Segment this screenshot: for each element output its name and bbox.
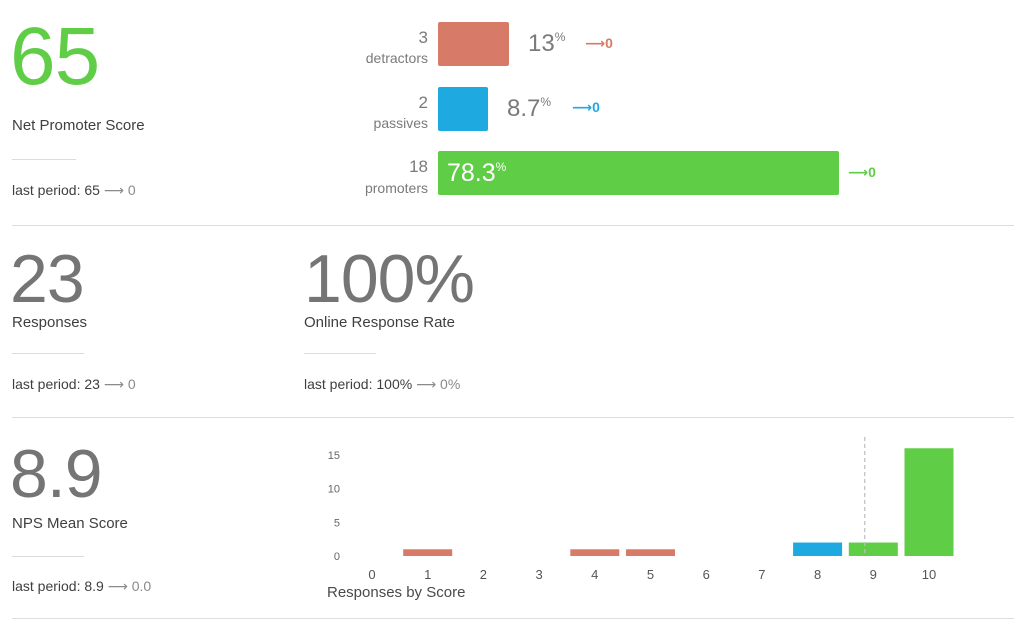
promoters-label: promoters bbox=[364, 180, 428, 196]
mean-score-last-period-change: 0.0 bbox=[131, 578, 152, 594]
detractors-percent-unit: % bbox=[554, 30, 566, 44]
arrow-right-icon: ⟶ bbox=[585, 35, 606, 51]
promoters-delta-value: 0 bbox=[868, 164, 876, 180]
section-divider bbox=[12, 618, 1014, 619]
arrow-right-icon: ⟶ bbox=[848, 164, 869, 180]
mean-score-label: NPS Mean Score bbox=[12, 515, 128, 532]
nps-last-period-text: last period: 65 bbox=[12, 182, 100, 198]
responses-last-period-change: 0 bbox=[127, 376, 136, 392]
bar-score-10 bbox=[904, 448, 954, 556]
online-rate-last-period: last period: 100% ⟶ 0% bbox=[304, 376, 460, 393]
bar-score-1 bbox=[403, 549, 453, 556]
passives-percent-unit: % bbox=[540, 95, 552, 109]
y-tick-label: 0 bbox=[334, 551, 340, 563]
detractors-delta: ⟶0 bbox=[585, 35, 613, 52]
y-tick-label: 10 bbox=[328, 484, 340, 496]
x-tick-label: 7 bbox=[758, 567, 765, 582]
passives-delta: ⟶0 bbox=[572, 99, 600, 116]
x-tick-label: 5 bbox=[647, 567, 654, 582]
responses-divider bbox=[12, 353, 84, 354]
promoters-percent-value: 78.3 bbox=[447, 159, 496, 187]
y-tick-label: 15 bbox=[328, 450, 340, 462]
detractors-percent-value: 13 bbox=[528, 30, 555, 57]
responses-last-period: last period: 23 ⟶ 0 bbox=[12, 376, 136, 393]
mean-score-last-period-text: last period: 8.9 bbox=[12, 578, 104, 594]
mean-score-last-period: last period: 8.9 ⟶ 0.0 bbox=[12, 578, 151, 595]
detractors-delta-value: 0 bbox=[605, 35, 613, 51]
bar-score-5 bbox=[626, 549, 675, 556]
mean-score-value: 8.9 bbox=[10, 436, 103, 512]
y-tick-label: 5 bbox=[334, 517, 340, 529]
detractors-label: detractors bbox=[365, 50, 428, 66]
promoters-bar bbox=[438, 151, 839, 195]
arrow-right-icon: ⟶ bbox=[103, 376, 124, 392]
passives-percent-value: 8.7 bbox=[507, 95, 541, 122]
passives-delta-value: 0 bbox=[592, 99, 600, 115]
nps-last-period: last period: 65 ⟶ 0 bbox=[12, 182, 136, 199]
promoters-count: 18 bbox=[409, 157, 428, 176]
x-tick-label: 9 bbox=[870, 567, 877, 582]
promoters-percent-unit: % bbox=[495, 160, 507, 174]
x-tick-label: 6 bbox=[703, 567, 710, 582]
detractors-bar bbox=[438, 22, 509, 66]
x-tick-label: 4 bbox=[591, 567, 598, 582]
online-rate-last-period-text: last period: 100% bbox=[304, 376, 413, 392]
section-divider bbox=[12, 225, 1014, 226]
online-rate-value: 100% bbox=[304, 241, 475, 317]
responses-count: 23 bbox=[10, 241, 85, 317]
x-tick-label: 10 bbox=[922, 567, 936, 582]
arrow-right-icon: ⟶ bbox=[107, 578, 128, 594]
online-rate-last-period-change: 0% bbox=[440, 376, 461, 392]
x-tick-label: 1 bbox=[424, 567, 431, 582]
passives-count: 2 bbox=[418, 93, 428, 112]
nps-label: Net Promoter Score bbox=[12, 117, 145, 134]
x-tick-label: 8 bbox=[814, 567, 821, 582]
passives-percent: 8.7% bbox=[507, 95, 551, 123]
online-rate-divider bbox=[304, 353, 376, 354]
passives-bar bbox=[438, 87, 488, 131]
passives-label: passives bbox=[373, 115, 428, 131]
mean-score-divider bbox=[12, 556, 84, 557]
arrow-right-icon: ⟶ bbox=[416, 376, 437, 392]
bar-score-4 bbox=[570, 549, 620, 556]
promoters-delta: ⟶0 bbox=[848, 164, 876, 181]
responses-last-period-text: last period: 23 bbox=[12, 376, 100, 392]
nps-last-period-change: 0 bbox=[127, 182, 136, 198]
bar-score-9 bbox=[848, 542, 898, 556]
nps-divider bbox=[12, 159, 76, 160]
x-tick-label: 3 bbox=[535, 567, 542, 582]
detractors-percent: 13% bbox=[528, 30, 565, 58]
x-tick-label: 0 bbox=[368, 567, 375, 582]
arrow-right-icon: ⟶ bbox=[572, 99, 593, 115]
responses-by-score-chart: 0 5 10 15 0 1 2 3 4 5 6 7 8 9 10 Responses by Score bbox=[327, 437, 954, 601]
x-tick-label: 2 bbox=[480, 567, 487, 582]
arrow-right-icon: ⟶ bbox=[103, 182, 124, 198]
section-divider bbox=[12, 417, 1014, 418]
chart-title: Responses by Score bbox=[327, 584, 465, 601]
online-rate-label: Online Response Rate bbox=[304, 314, 455, 331]
bar-score-8 bbox=[793, 542, 843, 556]
detractors-count: 3 bbox=[418, 28, 428, 47]
nps-score: 65 bbox=[10, 11, 100, 102]
responses-label: Responses bbox=[12, 314, 88, 331]
promoters-percent: 78.3% bbox=[447, 159, 506, 188]
